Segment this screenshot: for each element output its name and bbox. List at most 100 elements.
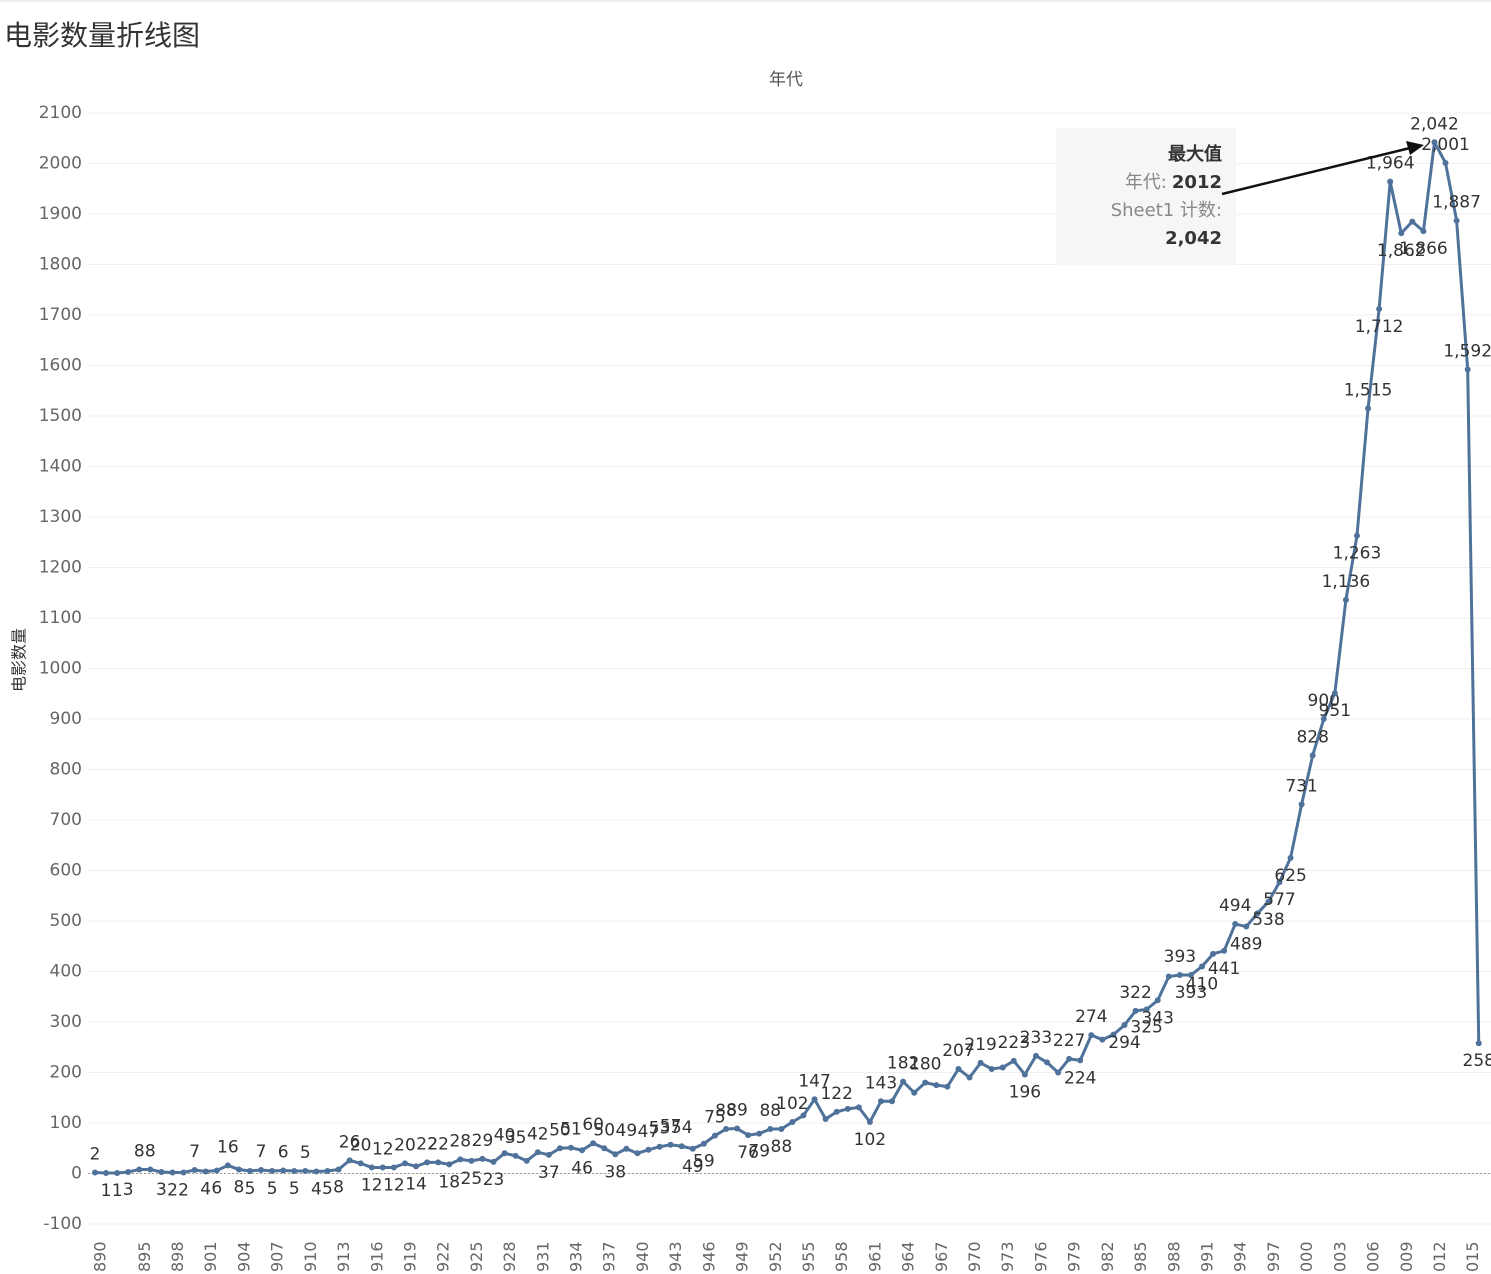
data-point: [711, 1132, 718, 1139]
data-label: 410: [1186, 974, 1218, 994]
data-point: [1331, 690, 1338, 697]
data-label: 12: [372, 1139, 394, 1159]
data-point: [767, 1126, 774, 1133]
data-point: [1021, 1071, 1028, 1078]
data-point: [125, 1168, 132, 1175]
x-tick-label: 964: [899, 1241, 918, 1272]
data-point: [280, 1167, 287, 1174]
data-point: [645, 1146, 652, 1153]
x-tick-label: 943: [666, 1241, 685, 1272]
annotation-count: 2,042: [1165, 228, 1222, 249]
data-label: 29: [472, 1131, 494, 1151]
data-label: 577: [1263, 890, 1295, 910]
data-label: 5: [289, 1179, 300, 1199]
data-label: 731: [1285, 776, 1317, 796]
data-point: [357, 1160, 364, 1167]
data-label: 35: [505, 1128, 527, 1148]
data-point: [180, 1169, 187, 1176]
x-tick-label: 958: [832, 1241, 851, 1272]
data-label: 49: [616, 1121, 638, 1141]
data-label: 88: [715, 1101, 737, 1121]
data-point: [911, 1089, 918, 1096]
data-point: [368, 1164, 375, 1171]
data-point: [291, 1167, 298, 1174]
x-tick-label: 937: [600, 1241, 619, 1272]
data-point: [235, 1166, 242, 1173]
x-tick-label: 916: [367, 1241, 386, 1272]
data-label: 538: [1252, 910, 1284, 930]
data-point: [1221, 947, 1228, 954]
data-point: [1387, 178, 1394, 185]
y-tick-label: 1400: [39, 457, 82, 477]
data-label: 951: [1319, 701, 1351, 721]
data-label: 49: [682, 1157, 704, 1177]
x-tick-label: 991: [1198, 1241, 1217, 1272]
annotation-year-label: 年代:: [1125, 172, 1167, 193]
data-label: 8: [333, 1177, 344, 1197]
x-tick-label: 913: [334, 1241, 353, 1272]
data-point: [1475, 1040, 1482, 1047]
data-point: [568, 1144, 575, 1151]
x-tick-label: 976: [1031, 1241, 1050, 1272]
data-label: 16: [217, 1137, 239, 1157]
data-point: [689, 1145, 696, 1152]
data-label: 182: [887, 1054, 919, 1074]
x-tick-label: 015: [1463, 1241, 1482, 1272]
x-tick-label: 955: [799, 1241, 818, 1272]
data-point: [1287, 854, 1294, 861]
data-label: 489: [1230, 935, 1262, 955]
data-label: 1,712: [1355, 317, 1404, 337]
data-point: [623, 1145, 630, 1152]
x-tick-label: 982: [1098, 1241, 1117, 1272]
data-point: [202, 1168, 209, 1175]
data-point: [889, 1098, 896, 1105]
y-tick-label: 700: [50, 810, 82, 830]
x-tick-label: 931: [533, 1241, 552, 1272]
data-point: [1342, 596, 1349, 603]
data-label: 147: [798, 1071, 830, 1091]
data-label: 3: [123, 1180, 134, 1200]
data-label: 53: [649, 1119, 671, 1139]
data-point: [313, 1168, 320, 1175]
data-point: [246, 1167, 253, 1174]
data-label: 233: [1020, 1028, 1052, 1048]
data-point: [877, 1098, 884, 1105]
data-point: [512, 1152, 519, 1159]
data-point: [634, 1150, 641, 1157]
data-point: [1353, 532, 1360, 539]
x-tick-label: 928: [500, 1241, 519, 1272]
data-label: 2: [90, 1144, 101, 1164]
data-point: [1143, 1006, 1150, 1013]
data-point: [1176, 972, 1183, 979]
data-label: 2: [167, 1180, 178, 1200]
y-tick-label: 1000: [39, 659, 82, 679]
data-point: [335, 1166, 342, 1173]
data-label: 46: [571, 1158, 593, 1178]
annotation-count-label: Sheet1 计数:: [1111, 200, 1222, 221]
data-point: [656, 1143, 663, 1150]
data-label: 1: [112, 1181, 123, 1201]
data-point: [92, 1169, 98, 1176]
data-label: 59: [693, 1152, 715, 1172]
data-label: 625: [1274, 866, 1306, 886]
data-label: 60: [582, 1115, 604, 1135]
data-point: [745, 1132, 752, 1139]
data-point: [1210, 950, 1217, 957]
data-point: [468, 1157, 475, 1164]
data-label: 196: [1009, 1083, 1041, 1103]
data-label: 42: [527, 1124, 549, 1144]
data-label: 14: [405, 1174, 427, 1194]
data-label: 8: [233, 1177, 244, 1197]
data-point: [977, 1059, 984, 1066]
x-tick-label: 003: [1330, 1241, 1349, 1272]
data-label: 393: [1164, 947, 1196, 967]
y-tick-label: 900: [50, 709, 82, 729]
y-tick-label: 1700: [39, 305, 82, 325]
data-label: 50: [549, 1120, 571, 1140]
x-tick-label: 895: [135, 1241, 154, 1272]
data-point: [324, 1167, 331, 1174]
x-tick-label: 901: [201, 1241, 220, 1272]
series-line: [94, 140, 1481, 1175]
annotation-year: 2012: [1172, 172, 1222, 193]
data-point: [734, 1125, 741, 1132]
